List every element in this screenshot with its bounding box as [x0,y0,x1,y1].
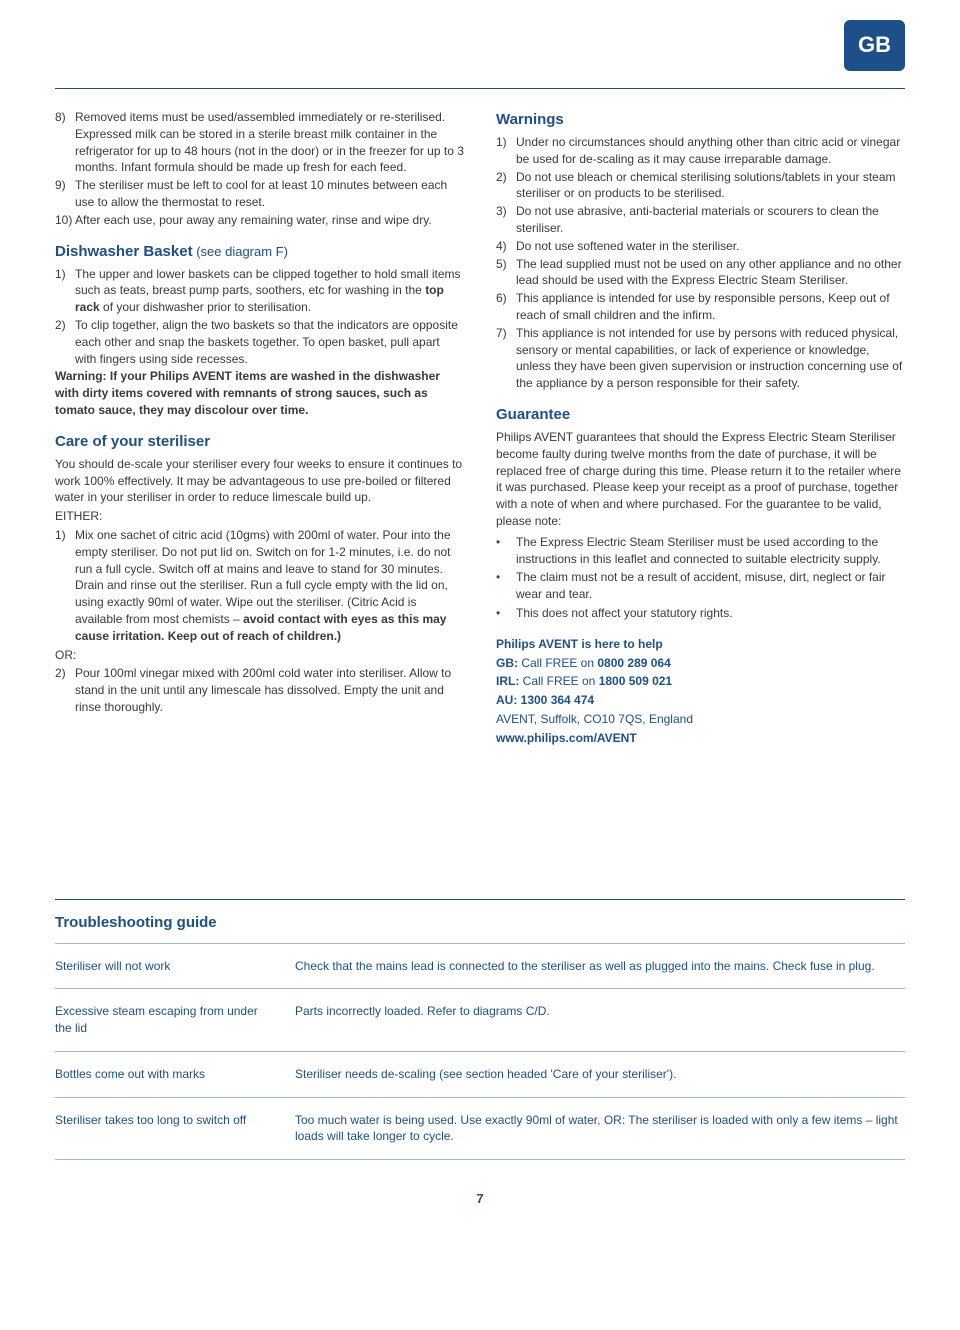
item-text: To clip together, align the two baskets … [75,317,464,367]
either-label: EITHER: [55,508,464,525]
item-text: Do not use bleach or chemical sterilisin… [516,169,905,203]
item-text: Mix one sachet of citric acid (10gms) wi… [75,527,464,645]
troubleshooting-title: Troubleshooting guide [55,912,905,933]
contact-web: www.philips.com/AVENT [496,730,905,747]
troubleshooting-table: Steriliser will not work Check that the … [55,943,905,1161]
tg-solution: Parts incorrectly loaded. Refer to diagr… [295,989,905,1052]
left-column: 8)Removed items must be used/assembled i… [55,109,464,749]
tg-problem: Steriliser will not work [55,943,295,989]
table-row: Steriliser will not work Check that the … [55,943,905,989]
item-text: This appliance is not intended for use b… [516,325,905,392]
dishwasher-list: 1)The upper and lower baskets can be cli… [55,266,464,368]
item-num: 4) [496,238,516,255]
contact-gb: GB: Call FREE on 0800 289 064 [496,655,905,672]
top-rule [55,88,905,89]
item-text: Pour 100ml vinegar mixed with 200ml cold… [75,665,464,715]
table-row: Bottles come out with marks Steriliser n… [55,1051,905,1097]
care-method2: 2)Pour 100ml vinegar mixed with 200ml co… [55,665,464,715]
footer-rule [55,899,905,900]
contact-header: Philips AVENT is here to help [496,636,905,653]
item-num: 2) [496,169,516,203]
item-num: 7) [496,325,516,392]
table-row: Excessive steam escaping from under the … [55,989,905,1052]
contact-block: Philips AVENT is here to help GB: Call F… [496,636,905,747]
bullet-text: The Express Electric Steam Steriliser mu… [516,534,905,568]
item-text: Removed items must be used/assembled imm… [75,109,464,176]
bullet-text: This does not affect your statutory righ… [516,605,733,622]
care-intro: You should de-scale your steriliser ever… [55,456,464,506]
care-method1: 1)Mix one sachet of citric acid (10gms) … [55,527,464,645]
tg-problem: Steriliser takes too long to switch off [55,1097,295,1160]
contact-address: AVENT, Suffolk, CO10 7QS, England [496,711,905,728]
item-text: Do not use abrasive, anti-bacterial mate… [516,203,905,237]
bullet-icon: • [496,534,516,568]
item-num: 8) [55,109,75,176]
instructions-list: 8)Removed items must be used/assembled i… [55,109,464,211]
item-num: 2) [55,317,75,367]
or-label: OR: [55,647,464,664]
country-badge: GB [844,20,905,71]
bullet-icon: • [496,569,516,603]
item-text: The upper and lower baskets can be clipp… [75,266,464,316]
contact-au: AU: 1300 364 474 [496,692,905,709]
tg-problem: Excessive steam escaping from under the … [55,989,295,1052]
item-num: 1) [55,266,75,316]
tg-solution: Check that the mains lead is connected t… [295,943,905,989]
tg-solution: Steriliser needs de-scaling (see section… [295,1051,905,1097]
item-text: This appliance is intended for use by re… [516,290,905,324]
page-number: 7 [55,1190,905,1208]
item-num: 1) [496,134,516,168]
contact-irl: IRL: Call FREE on 1800 509 021 [496,673,905,690]
care-title: Care of your steriliser [55,431,464,452]
tg-solution: Too much water is being used. Use exactl… [295,1097,905,1160]
item-num: 2) [55,665,75,715]
item-text: Do not use softened water in the sterili… [516,238,905,255]
warnings-list: 1)Under no circumstances should anything… [496,134,905,392]
guarantee-bullets: •The Express Electric Steam Steriliser m… [496,534,905,622]
table-row: Steriliser takes too long to switch off … [55,1097,905,1160]
item-num: 6) [496,290,516,324]
item-text: The lead supplied must not be used on an… [516,256,905,290]
item-num: 5) [496,256,516,290]
dishwasher-title: Dishwasher Basket (see diagram F) [55,241,464,262]
bullet-text: The claim must not be a result of accide… [516,569,905,603]
dishwasher-warning: Warning: If your Philips AVENT items are… [55,368,464,418]
right-column: Warnings 1)Under no circumstances should… [496,109,905,749]
guarantee-body: Philips AVENT guarantees that should the… [496,429,905,530]
item-10: 10) After each use, pour away any remain… [55,212,464,229]
item-num: 1) [55,527,75,645]
tg-problem: Bottles come out with marks [55,1051,295,1097]
item-num: 9) [55,177,75,211]
bullet-icon: • [496,605,516,622]
item-text: The steriliser must be left to cool for … [75,177,464,211]
item-num: 3) [496,203,516,237]
item-text: Under no circumstances should anything o… [516,134,905,168]
guarantee-title: Guarantee [496,404,905,425]
warnings-title: Warnings [496,109,905,130]
